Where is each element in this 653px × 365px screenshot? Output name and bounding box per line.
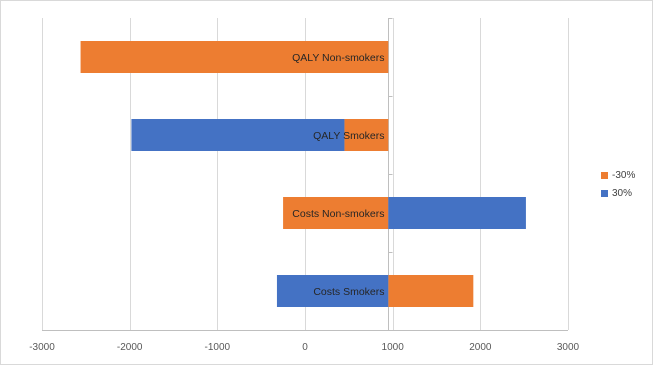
category-label-1: Costs Non-smokers (292, 208, 384, 220)
bar-minus30-3 (80, 41, 389, 73)
bar-plus30-2 (131, 119, 345, 151)
category-label-0: Costs Smokers (313, 286, 384, 298)
legend-item-minus30: -30% (601, 166, 635, 184)
legend-label-plus30: 30% (612, 187, 633, 199)
legend-swatch-minus30 (601, 171, 608, 179)
x-tick-label-2: -1000 (205, 342, 231, 353)
x-tick-label-1: -2000 (117, 342, 143, 353)
category-label-3: QALY Non-smokers (292, 52, 384, 64)
legend-swatch-plus30 (601, 189, 608, 197)
bar-minus30-2 (344, 119, 389, 151)
x-tick-label-3: 0 (302, 342, 308, 353)
x-tick-label-0: -3000 (29, 342, 55, 353)
bar-minus30-0 (388, 275, 474, 307)
category-label-2: QALY Smokers (313, 130, 384, 142)
legend-item-plus30: 30% (601, 184, 635, 202)
x-tick-label-5: 2000 (469, 342, 492, 353)
x-tick-label-4: 1000 (382, 342, 405, 353)
bar-minus30-1 (283, 197, 389, 229)
x-tick-label-6: 3000 (557, 342, 580, 353)
bar-plus30-1 (388, 197, 526, 229)
bar-plus30-0 (276, 275, 389, 307)
legend-label-minus30: -30% (612, 169, 636, 181)
legend: -30% 30% (601, 166, 635, 202)
